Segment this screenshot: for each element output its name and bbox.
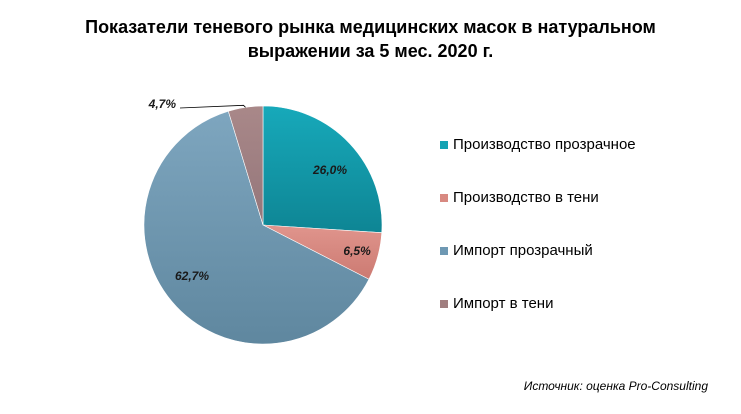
pie-slice: [262, 105, 383, 233]
chart-title: Показатели теневого рынка медицинских ма…: [0, 15, 741, 63]
legend-label: Производство прозрачное: [453, 136, 636, 153]
legend-item: Производство прозрачное: [440, 118, 636, 171]
legend-item: Импорт в тени: [440, 277, 636, 330]
legend: Производство прозрачное Производство в т…: [440, 118, 636, 330]
leader-line: [179, 104, 246, 109]
legend-swatch: [440, 246, 448, 255]
slice-label: 4,7%: [148, 97, 177, 111]
legend-item: Производство в тени: [440, 171, 636, 224]
chart-title-line-2: выражении за 5 мес. 2020 г.: [247, 41, 494, 61]
legend-swatch: [440, 299, 448, 308]
pie-slice: [143, 110, 370, 345]
legend-item: Импорт прозрачный: [440, 224, 636, 277]
legend-swatch: [440, 140, 448, 149]
legend-label: Производство в тени: [453, 189, 599, 206]
slice-label: 26,0%: [312, 163, 347, 177]
legend-swatch: [440, 193, 448, 202]
slice-label: 62,7%: [175, 269, 209, 283]
slice-label: 6,5%: [343, 244, 371, 258]
legend-label: Импорт прозрачный: [453, 242, 593, 259]
chart-title-line-1: Показатели теневого рынка медицинских ма…: [85, 17, 656, 37]
legend-label: Импорт в тени: [453, 295, 554, 312]
source-note: Источник: оценка Pro-Consulting: [523, 379, 708, 393]
